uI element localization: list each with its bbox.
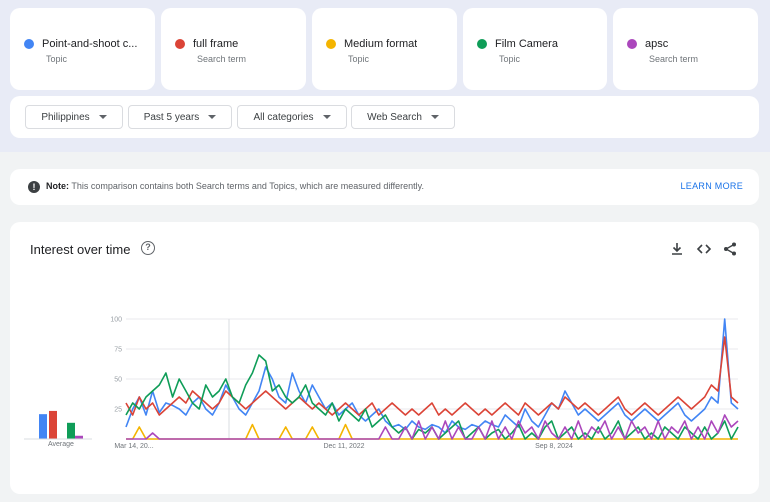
- share-icon[interactable]: [722, 241, 738, 257]
- term-type: Topic: [499, 54, 521, 64]
- y-tick-label: 75: [114, 347, 122, 354]
- term-name: Film Camera: [495, 38, 558, 50]
- series-color-dot: [326, 39, 336, 49]
- x-tick-label: Dec 11, 2022: [323, 443, 364, 450]
- term-name: apsc: [645, 38, 669, 50]
- term-type: Topic: [348, 54, 370, 64]
- filter-label: All categories: [253, 111, 314, 123]
- filter-label: Philippines: [41, 111, 90, 123]
- average-bar: [75, 435, 83, 439]
- note-label: Note:: [46, 181, 69, 191]
- series-line: [125, 336, 739, 416]
- term-name: Point-and-shoot c...: [42, 38, 138, 50]
- series-line: [125, 318, 739, 434]
- series-line: [126, 414, 739, 440]
- term-card-apsc[interactable]: apsc Search term: [613, 8, 758, 90]
- average-label: Average: [48, 441, 74, 448]
- learn-more-link[interactable]: LEARN MORE: [680, 181, 743, 191]
- x-tick-label: Sep 8, 2024: [535, 443, 573, 450]
- series-color-dot: [477, 39, 487, 49]
- caret-down-icon: [98, 115, 107, 119]
- category-filter[interactable]: All categories: [237, 105, 347, 129]
- time-range-filter[interactable]: Past 5 years: [128, 105, 232, 129]
- terms-panel: Point-and-shoot c... Topic full frame Se…: [0, 0, 770, 152]
- term-type: Search term: [197, 54, 247, 64]
- caret-down-icon: [430, 115, 439, 119]
- term-card-film-camera[interactable]: Film Camera Topic: [463, 8, 607, 90]
- series-color-dot: [24, 39, 34, 49]
- term-card-medium-format[interactable]: Medium format Topic: [312, 8, 457, 90]
- filter-label: Web Search: [367, 111, 422, 123]
- average-bar: [39, 414, 47, 439]
- search-type-filter[interactable]: Web Search: [351, 105, 455, 129]
- series-color-dot: [175, 39, 185, 49]
- term-card-full-frame[interactable]: full frame Search term: [161, 8, 306, 90]
- term-type: Search term: [649, 54, 699, 64]
- note-message: This comparison contains both Search ter…: [69, 181, 425, 191]
- interest-chart: 100 75 50 25 Mar 14, 20... Dec 11, 2022 Sep 8,…: [24, 317, 739, 450]
- download-icon[interactable]: [669, 241, 685, 257]
- term-name: Medium format: [344, 38, 418, 50]
- chart-title: Interest over time: [30, 242, 131, 257]
- average-bar: [67, 422, 75, 439]
- x-tick-label: Mar 14, 20...: [114, 443, 153, 450]
- y-tick-label: 100: [110, 317, 122, 324]
- interest-over-time-card: Interest over time ? 100 75 50 25 Mar 14, 20…: [10, 222, 759, 494]
- y-tick-label: 25: [114, 407, 122, 414]
- embed-icon[interactable]: [696, 241, 712, 257]
- term-name: full frame: [193, 38, 239, 50]
- info-icon: !: [28, 181, 40, 193]
- series-color-dot: [627, 39, 637, 49]
- term-card-point-and-shoot[interactable]: Point-and-shoot c... Topic: [10, 8, 155, 90]
- caret-down-icon: [208, 115, 217, 119]
- filter-bar: Philippines Past 5 years All categories …: [10, 96, 759, 138]
- filter-label: Past 5 years: [143, 111, 200, 123]
- note-text: Note: This comparison contains both Sear…: [46, 181, 424, 191]
- caret-down-icon: [322, 115, 331, 119]
- region-filter[interactable]: Philippines: [25, 105, 123, 129]
- help-icon[interactable]: ?: [141, 241, 155, 255]
- note-banner: ! Note: This comparison contains both Se…: [10, 169, 759, 205]
- y-tick-label: 50: [114, 377, 122, 384]
- average-bar: [49, 410, 57, 439]
- term-type: Topic: [46, 54, 68, 64]
